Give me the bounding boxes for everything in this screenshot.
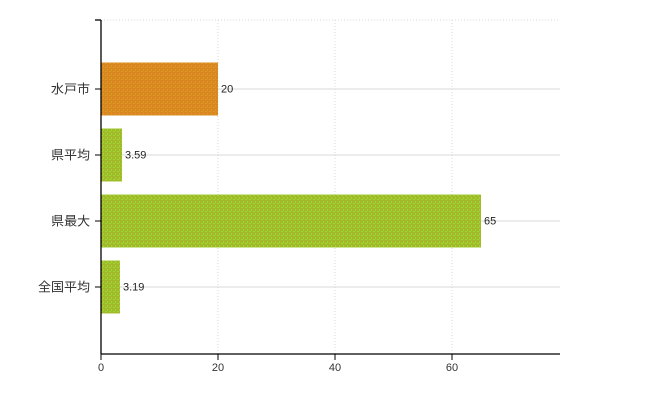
- svg-text:3.59: 3.59: [125, 150, 146, 162]
- svg-text:全国平均: 全国平均: [38, 280, 90, 295]
- svg-text:県平均: 県平均: [51, 148, 90, 163]
- svg-text:40: 40: [329, 362, 341, 374]
- svg-text:県最大: 県最大: [51, 214, 90, 229]
- svg-text:3.19: 3.19: [123, 282, 144, 294]
- svg-text:65: 65: [484, 216, 496, 228]
- svg-text:0: 0: [98, 362, 104, 374]
- svg-text:20: 20: [212, 362, 224, 374]
- svg-text:60: 60: [446, 362, 458, 374]
- svg-text:20: 20: [221, 84, 233, 96]
- svg-text:水戸市: 水戸市: [51, 82, 90, 97]
